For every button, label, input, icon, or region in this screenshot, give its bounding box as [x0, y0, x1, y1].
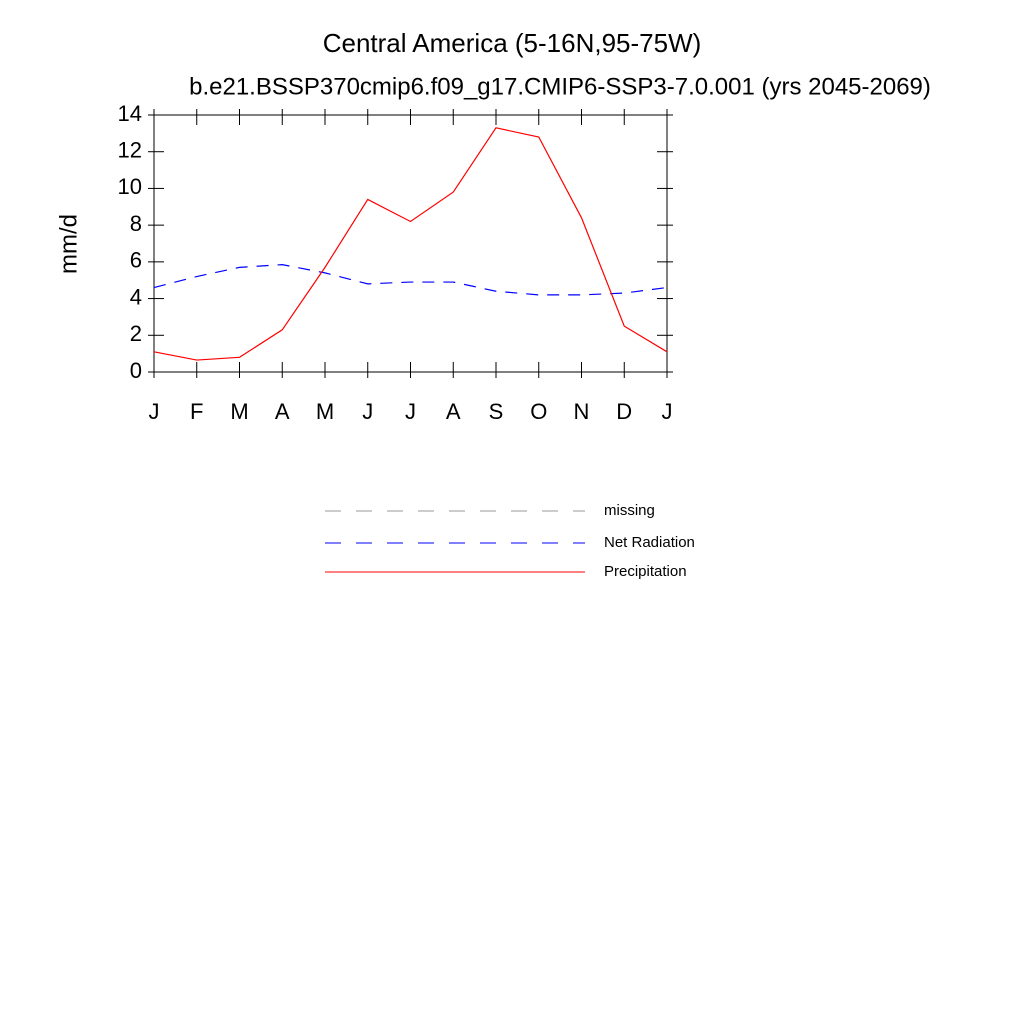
y-tick-label: 10 — [118, 174, 142, 199]
chart-title: Central America (5-16N,95-75W) — [323, 28, 702, 58]
data-line — [153, 127, 668, 361]
legend-label: missing — [604, 502, 655, 519]
legend-label: Precipitation — [604, 563, 687, 580]
x-tick-label: M — [316, 399, 334, 424]
y-axis-label: mm/d — [55, 214, 82, 274]
x-tick-label: N — [574, 399, 590, 424]
chart-subtitle: b.e21.BSSP370cmip6.f09_g17.CMIP6-SSP3-7.… — [189, 73, 931, 100]
y-tick-label: 14 — [118, 101, 142, 126]
x-tick-label: J — [149, 399, 160, 424]
x-tick-label: A — [446, 399, 461, 424]
y-tick-label: 8 — [130, 211, 142, 236]
y-tick-label: 6 — [130, 248, 142, 273]
x-tick-label: S — [489, 399, 504, 424]
y-tick-label: 4 — [130, 284, 142, 309]
x-tick-label: F — [190, 399, 203, 424]
x-tick-label: O — [530, 399, 547, 424]
y-tick-label: 0 — [130, 358, 142, 383]
x-tick-label: J — [362, 399, 373, 424]
data-line — [153, 264, 668, 296]
y-tick-label: 12 — [118, 138, 142, 163]
x-tick-label: A — [275, 399, 290, 424]
x-tick-label: J — [405, 399, 416, 424]
x-tick-label: D — [616, 399, 632, 424]
x-tick-label: M — [230, 399, 248, 424]
plot-frame — [153, 114, 668, 373]
legend-label: Net Radiation — [604, 534, 695, 551]
x-tick-label: J — [662, 399, 673, 424]
y-tick-label: 2 — [130, 321, 142, 346]
